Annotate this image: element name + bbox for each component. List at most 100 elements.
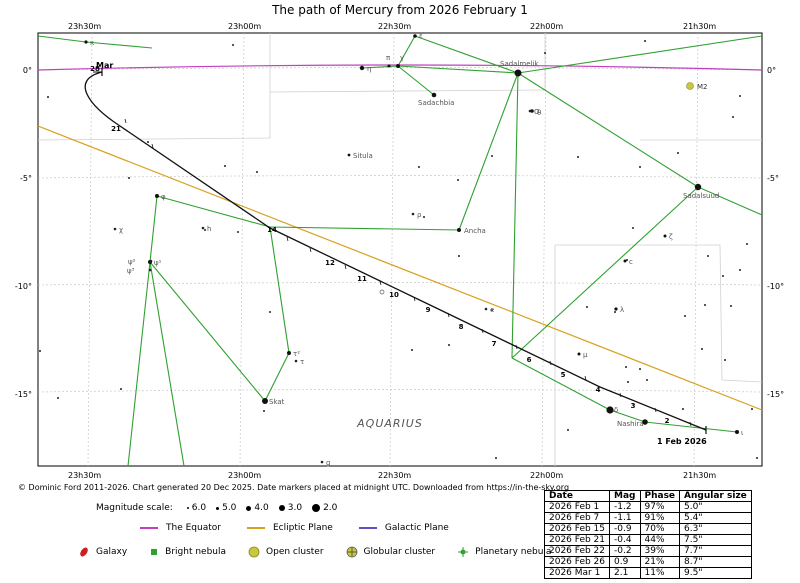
table-cell: 2026 Feb 7 [543,512,611,524]
ephemeris-table: Date Mag Phase Angular size 2026 Feb 1 -1… [543,490,752,579]
magnitude-item: 2.0 [312,503,337,513]
faint-star [457,179,459,181]
path-tick [124,118,127,124]
figure-line [149,261,185,467]
credit-line: © Dominic Ford 2011-2026. Chart generate… [18,483,570,492]
star-marker [148,268,152,272]
legend-ecliptic: Ecliptic Plane [246,523,333,533]
figure-line [517,35,763,74]
day-marker-label: 11 [357,275,367,283]
dec-tick-label-right: -5° [767,174,779,183]
path-tick [286,236,289,242]
ra-tick-label-top: 22h00m [530,22,563,31]
deep-sky-label: M2 [697,83,708,91]
column-header: Date [543,490,611,502]
table-cell: -1.1 [609,512,641,524]
figure-line [397,65,519,74]
star-marker [262,398,268,404]
figure-line [458,72,519,231]
column-header: Angular size [679,490,752,502]
faint-star [47,96,49,98]
faint-star [724,359,726,361]
star-marker [530,109,534,113]
faint-star [147,141,149,143]
faint-star [39,350,41,352]
faint-star [269,311,271,313]
ra-gridline [541,32,547,467]
ra-tick-label-top: 22h30m [378,22,411,31]
star-label: μ [583,351,588,359]
faint-star [263,410,265,412]
star-marker [614,307,618,311]
table-cell: 11% [639,567,681,579]
equator-swatch [140,527,158,529]
faint-star [646,379,648,381]
faint-star [701,348,703,350]
globular-cluster-icon [686,82,694,90]
faint-star [567,429,569,431]
path-start-label: 1 Feb 2026 [657,437,707,446]
magnitude-scale-label: Magnitude scale: [96,503,173,513]
day-marker-label: 21 [111,125,121,133]
star-marker [149,259,153,263]
table-cell: 44% [639,534,681,546]
dec-tick-label-right: -10° [767,282,784,291]
star-marker [663,234,667,238]
star-label: Ancha [464,227,486,235]
faint-star [256,171,258,173]
table-row: 2026 Feb 22 -0.2 39% 7.7" [543,545,752,557]
path-tick [515,344,518,350]
star-label: κ [90,39,94,47]
faint-star [237,231,239,233]
boundary-line [37,33,271,141]
table-cell: -0.9 [609,523,641,535]
figure-line [85,41,153,49]
planetary-nebula-icon [458,547,469,557]
faint-star [751,408,753,410]
named-stars: Sadalmelik Sadalsuud Sadachbia Ancha Situla S… [84,32,744,467]
mercury-path: Mar 1 Feb 2026 2 3 4 5 6 7 8 9 10 11 12 14 21 28 [84,61,707,446]
star-label: ψ³ [127,267,135,275]
table-cell: 2026 Feb 22 [543,545,611,557]
table-cell: 7.7" [679,545,752,557]
star-dot-icon [216,506,220,510]
figure-line [511,357,611,411]
faint-star [639,166,641,168]
star-marker [320,460,324,464]
day-marker-label: 10 [389,291,399,299]
faint-star [448,344,450,346]
ra-tick-label-bottom: 21h30m [683,471,716,480]
faint-star [128,177,130,179]
faint-star [586,306,588,308]
figure-line [511,186,699,359]
legend-bright-nebula: Bright nebula [149,546,226,558]
declination-gridline [37,175,763,179]
ecliptic-swatch [246,527,265,529]
dec-tick-label-right: -15° [767,390,784,399]
constellation-label: AQUARIUS [356,417,423,430]
figure-line [697,186,763,216]
faint-star [644,40,646,42]
star-marker [413,34,417,38]
faint-star [495,457,497,459]
star-label: e [490,306,494,314]
star-label: g [326,459,330,467]
star-label: φ [161,193,166,201]
figure-line [127,261,151,467]
table-cell: 91% [639,512,681,524]
faint-star [411,349,413,351]
table-cell: 2026 Feb 15 [543,523,611,535]
star-label: τ² [293,350,300,358]
figure-line [397,65,435,96]
mercury-track [84,71,707,431]
table-cell: 2026 Feb 26 [543,556,611,568]
path-tick [151,143,154,149]
star-label: π [386,54,391,62]
ecliptic-line [37,125,763,411]
dec-tick-label-right: 0° [767,66,776,75]
star-label: Sadalsuud [683,192,719,200]
path-tick [481,328,484,334]
faint-star [756,457,758,459]
star-label: γ [400,54,404,62]
table-row: 2026 Feb 7 -1.1 91% 5.4" [543,512,752,524]
